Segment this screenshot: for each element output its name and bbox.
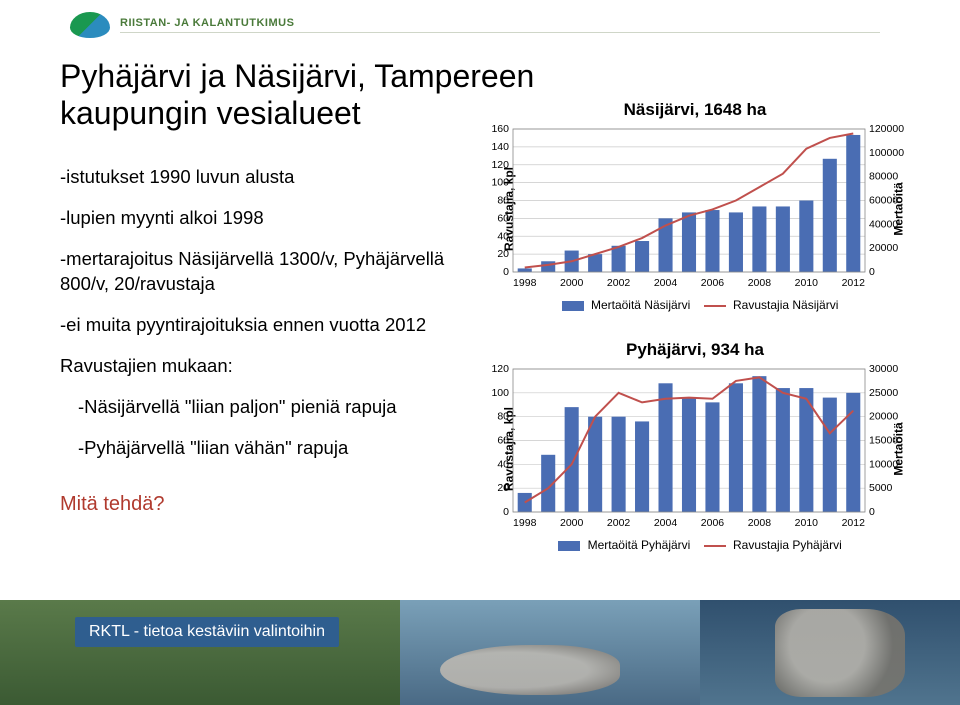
- bullets: -istutukset 1990 luvun alusta -lupien myy…: [60, 165, 460, 518]
- svg-text:2002: 2002: [607, 517, 631, 529]
- bullet-item: -Näsijärvellä "liian paljon" pieniä rapu…: [78, 395, 460, 420]
- svg-text:30000: 30000: [869, 364, 898, 375]
- bullet-item: -Pyhäjärvellä "liian vähän" rapuja: [78, 436, 460, 461]
- svg-text:2010: 2010: [795, 517, 819, 529]
- svg-text:120: 120: [491, 159, 509, 171]
- svg-text:20: 20: [497, 248, 509, 260]
- slide: RIISTAN- JA KALANTUTKIMUS Pyhäjärvi ja N…: [0, 0, 960, 705]
- svg-text:2004: 2004: [654, 517, 678, 529]
- chart2-title: Pyhäjärvi, 934 ha: [475, 340, 915, 360]
- brand-underline: [120, 32, 880, 33]
- bullet-item: -ei muita pyyntirajoituksia ennen vuotta…: [60, 313, 460, 338]
- svg-text:40: 40: [497, 458, 509, 470]
- footer-area: RKTL - tietoa kestäviin valintoihin: [0, 600, 960, 705]
- svg-text:160: 160: [491, 124, 509, 135]
- svg-text:2012: 2012: [842, 277, 866, 289]
- chart2-legend-bar: Mertaöitä Pyhäjärvi: [588, 538, 691, 552]
- svg-text:0: 0: [869, 506, 875, 518]
- brand-block: RIISTAN- JA KALANTUTKIMUS: [120, 17, 880, 33]
- footer-photo-left: [0, 600, 400, 705]
- chart2-legend: Mertaöitä Pyhäjärvi Ravustajia Pyhäjärvi: [475, 538, 915, 552]
- brand-text: RIISTAN- JA KALANTUTKIMUS: [120, 17, 880, 29]
- svg-text:20000: 20000: [869, 411, 898, 423]
- bullet-item: -lupien myynti alkoi 1998: [60, 206, 460, 231]
- logo-icon: [70, 12, 110, 38]
- chart1-bar-swatch: [562, 301, 584, 311]
- chart2-bar-swatch: [558, 541, 580, 551]
- svg-text:0: 0: [503, 266, 509, 278]
- svg-text:2008: 2008: [748, 517, 772, 529]
- svg-text:20: 20: [497, 482, 509, 494]
- svg-text:60: 60: [497, 212, 509, 224]
- svg-text:140: 140: [491, 141, 509, 153]
- chart1-title: Näsijärvi, 1648 ha: [475, 100, 915, 120]
- svg-text:40: 40: [497, 230, 509, 242]
- bullet-item: -istutukset 1990 luvun alusta: [60, 165, 460, 190]
- svg-text:2006: 2006: [701, 517, 725, 529]
- svg-text:80: 80: [497, 195, 509, 207]
- chart1-legend-line: Ravustajia Näsijärvi: [733, 298, 838, 312]
- svg-text:2002: 2002: [607, 277, 631, 289]
- svg-text:80000: 80000: [869, 171, 898, 183]
- chart-nasijarvi: Näsijärvi, 1648 ha Ravustajia, kpl Merta…: [475, 100, 915, 312]
- chart-pyhajarvi: Pyhäjärvi, 934 ha Ravustajia, kpl Mertaö…: [475, 340, 915, 552]
- svg-text:100: 100: [491, 177, 509, 189]
- svg-text:0: 0: [503, 506, 509, 518]
- svg-text:2000: 2000: [560, 277, 584, 289]
- svg-text:120000: 120000: [869, 124, 904, 135]
- chart2-canvas: Ravustajia, kpl Mertaöitä 02040608010012…: [475, 364, 915, 534]
- svg-text:10000: 10000: [869, 458, 898, 470]
- svg-text:20000: 20000: [869, 242, 898, 254]
- wolf-image-icon: [775, 609, 905, 697]
- svg-text:100: 100: [491, 387, 509, 399]
- svg-text:5000: 5000: [869, 482, 893, 494]
- chart1-legend-bar: Mertaöitä Näsijärvi: [591, 298, 690, 312]
- svg-text:60: 60: [497, 435, 509, 447]
- svg-text:40000: 40000: [869, 218, 898, 230]
- svg-text:2008: 2008: [748, 277, 772, 289]
- svg-text:25000: 25000: [869, 387, 898, 399]
- header: RIISTAN- JA KALANTUTKIMUS: [70, 12, 880, 38]
- svg-text:120: 120: [491, 364, 509, 375]
- fish-image-icon: [440, 645, 620, 695]
- svg-text:80: 80: [497, 411, 509, 423]
- bullet-item: -mertarajoitus Näsijärvellä 1300/v, Pyhä…: [60, 247, 460, 297]
- svg-text:2000: 2000: [560, 517, 584, 529]
- bullet-item: Ravustajien mukaan:: [60, 354, 460, 379]
- question-text: Mitä tehdä?: [60, 491, 460, 518]
- footer-strip: RKTL - tietoa kestäviin valintoihin: [75, 617, 339, 647]
- svg-text:60000: 60000: [869, 195, 898, 207]
- svg-text:2010: 2010: [795, 277, 819, 289]
- svg-text:100000: 100000: [869, 147, 904, 159]
- svg-text:2012: 2012: [842, 517, 866, 529]
- svg-text:2006: 2006: [701, 277, 725, 289]
- svg-text:0: 0: [869, 266, 875, 278]
- svg-text:15000: 15000: [869, 435, 898, 447]
- chart1-canvas: Ravustajia, kpl Mertaöitä 02040608010012…: [475, 124, 915, 294]
- chart2-line-swatch: [704, 545, 726, 547]
- chart1-line-swatch: [704, 305, 726, 307]
- svg-text:1998: 1998: [513, 277, 537, 289]
- svg-text:1998: 1998: [513, 517, 537, 529]
- chart2-legend-line: Ravustajia Pyhäjärvi: [733, 538, 842, 552]
- chart1-legend: Mertaöitä Näsijärvi Ravustajia Näsijärvi: [475, 298, 915, 312]
- svg-text:2004: 2004: [654, 277, 678, 289]
